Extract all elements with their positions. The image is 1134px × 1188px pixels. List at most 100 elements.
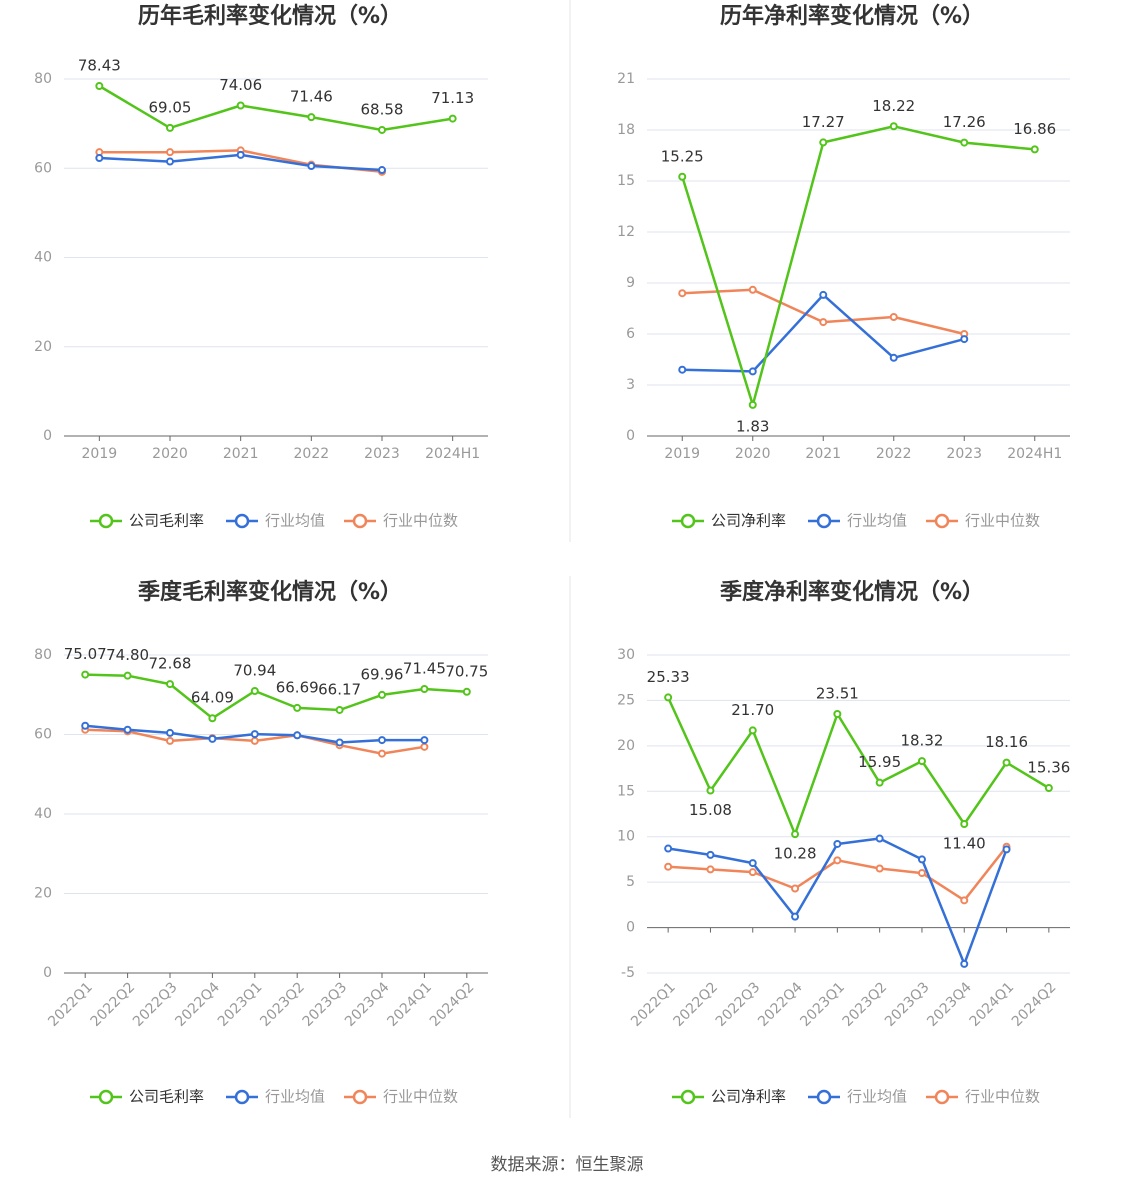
data-label: 70.94 [233, 662, 276, 680]
x-tick-label: 2024Q1 [967, 979, 1018, 1030]
chart-panel-quarterly-net: 季度净利率变化情况（%）-50510152025302022Q12022Q220… [617, 579, 1070, 1106]
y-tick-label: 25 [617, 692, 635, 708]
x-tick-label: 2023Q2 [257, 979, 308, 1030]
data-point-industry_avg [960, 959, 969, 968]
data-point-industry_median [420, 742, 429, 751]
legend-item-company: 公司净利率 [672, 512, 786, 530]
series-line-company [98, 84, 453, 132]
data-label: 70.75 [445, 662, 488, 680]
circle-line-icon [934, 513, 950, 529]
circle-line-icon [234, 1089, 250, 1105]
data-point-industry_avg [378, 166, 386, 175]
y-tick-label: 15 [617, 783, 635, 799]
circle-line-icon [98, 513, 114, 529]
circle-line-icon [680, 1089, 696, 1105]
y-tick-label: 3 [626, 377, 635, 393]
chart-panel-annual-gross: 历年毛利率变化情况（%） 0 20 40 60 80 2019 2020 2021 2022 202… [34, 3, 488, 530]
data-point-industry_avg [791, 912, 800, 921]
data-label: 17.26 [943, 113, 986, 131]
legend-label: 行业中位数 [965, 1088, 1040, 1106]
x-tick-label: 2019 [82, 446, 118, 462]
legend-label: 行业均值 [847, 512, 907, 530]
data-point-company [706, 786, 715, 795]
data-label: 11.40 [943, 834, 986, 852]
data-label: 66.69 [276, 678, 319, 696]
y-tick-label: -5 [621, 965, 635, 981]
y-tick-label: 21 [617, 71, 635, 87]
circle-line-icon [352, 513, 368, 529]
data-point-company [664, 693, 673, 702]
x-tick-label: 2024Q2 [1009, 979, 1060, 1030]
legend-label: 公司毛利率 [129, 1088, 204, 1106]
data-point-industry_avg [293, 731, 302, 740]
x-tick-label: 2019 [664, 446, 700, 462]
data-point-company [678, 172, 687, 181]
data-label: 16.86 [1013, 120, 1056, 138]
source-note: 数据来源：恒生聚源 [490, 1155, 644, 1175]
data-point-industry_median [833, 856, 842, 865]
data-point-industry_avg [678, 365, 687, 374]
chart-title: 季度净利率变化情况（%） [720, 579, 984, 605]
x-tick-label: 2023Q1 [215, 979, 266, 1030]
data-point-industry_avg [166, 157, 174, 166]
y-tick-label: 20 [617, 738, 635, 754]
data-label: 66.17 [318, 680, 361, 698]
data-point-industry_median [791, 884, 800, 893]
legend-label: 行业中位数 [383, 1088, 458, 1106]
y-tick-label: 10 [617, 829, 635, 845]
data-point-industry_avg [236, 150, 245, 159]
x-tick-label: 2022Q4 [172, 979, 223, 1030]
data-point-industry_avg [335, 738, 344, 747]
chart-panel-quarterly-gross: 季度毛利率变化情况（%）0204060802022Q12022Q22022Q32… [34, 579, 488, 1106]
x-tick-label: 2024Q1 [384, 979, 435, 1030]
data-label: 17.27 [802, 113, 845, 131]
data-label: 18.32 [900, 732, 943, 750]
legend-item-industry_median: 行业中位数 [344, 1088, 458, 1106]
x-tick-label: 2024Q2 [427, 979, 478, 1030]
legend-item-company: 公司净利率 [672, 1088, 786, 1106]
series-line-company [666, 696, 1050, 836]
data-point-company [875, 778, 884, 787]
data-label: 71.13 [431, 89, 474, 107]
data-label: 1.83 [736, 417, 769, 435]
data-point-industry_avg [819, 290, 828, 299]
x-tick-label: 2022Q3 [130, 979, 181, 1030]
x-tick-label: 2022 [876, 446, 912, 462]
data-point-company [420, 684, 429, 693]
chart-title: 历年毛利率变化情况（%） [138, 3, 402, 29]
data-point-industry_median [678, 289, 687, 298]
series-line-industry_avg [682, 293, 965, 373]
data-point-industry_median [378, 749, 386, 758]
x-tick-label: 2021 [223, 446, 259, 462]
legend-label: 公司净利率 [711, 1088, 786, 1106]
legend-item-company: 公司毛利率 [90, 1088, 204, 1106]
data-point-company [378, 690, 386, 699]
legend-item-industry_avg: 行业均值 [226, 1088, 325, 1106]
data-point-industry_median [917, 869, 926, 878]
data-point-industry_avg [706, 850, 715, 859]
data-label: 15.95 [858, 753, 901, 771]
x-tick-label: 2022Q2 [671, 979, 722, 1030]
circle-line-icon [816, 513, 832, 529]
data-point-company [960, 138, 969, 147]
y-tick-label: 80 [34, 71, 52, 87]
x-tick-label: 2023Q2 [840, 979, 891, 1030]
data-point-industry_avg [833, 839, 842, 848]
circle-line-icon [234, 513, 250, 529]
circle-line-icon [816, 1089, 832, 1105]
circle-line-icon [352, 1089, 368, 1105]
x-tick-label: 2023 [364, 446, 400, 462]
data-point-industry_median [889, 313, 898, 321]
x-tick-label: 2023Q3 [882, 979, 933, 1030]
y-tick-label: 60 [34, 727, 52, 743]
data-label: 64.09 [191, 689, 234, 707]
chart-title: 历年净利率变化情况（%） [720, 3, 984, 29]
y-tick-label: 80 [34, 647, 52, 663]
data-point-company [236, 101, 245, 110]
data-label: 74.06 [219, 76, 262, 94]
data-point-industry_median [960, 896, 969, 905]
legend-label: 行业中位数 [965, 512, 1040, 530]
data-point-industry_median [748, 868, 757, 877]
data-point-company [1044, 784, 1053, 793]
data-point-company [250, 687, 259, 696]
